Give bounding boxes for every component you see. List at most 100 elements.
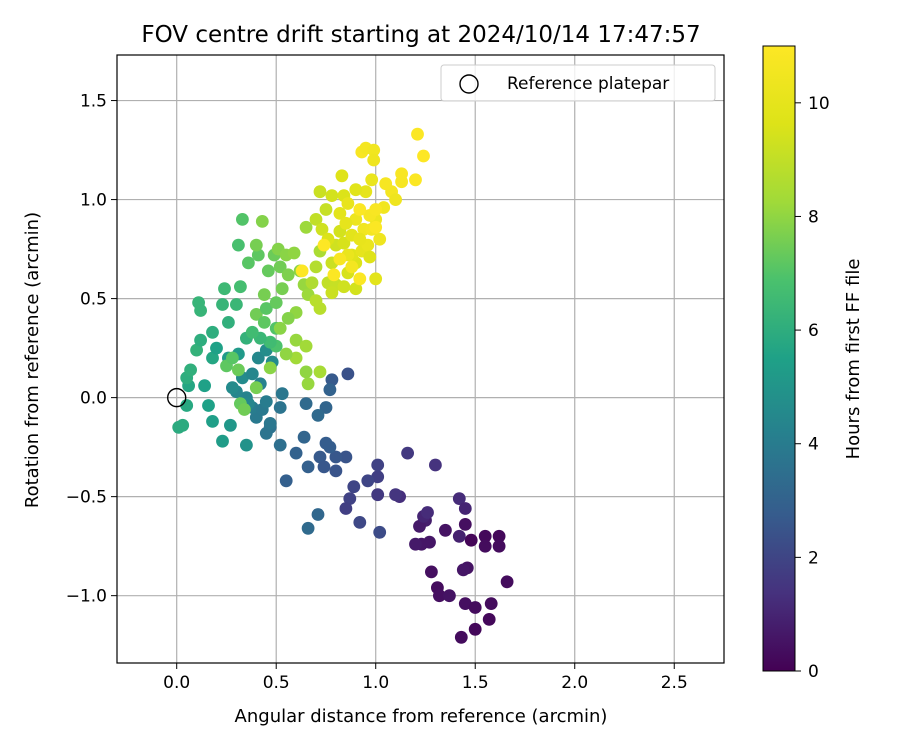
data-point <box>240 438 253 452</box>
legend-marker-reference <box>459 74 479 94</box>
data-point <box>172 420 186 434</box>
data-point <box>353 516 367 529</box>
data-point <box>395 167 408 181</box>
data-point <box>275 282 289 296</box>
data-point <box>464 533 478 547</box>
data-point <box>443 589 456 603</box>
data-point <box>301 377 315 391</box>
data-point <box>335 169 349 183</box>
legend-box <box>440 64 716 102</box>
data-point <box>371 470 385 484</box>
data-point <box>369 203 383 216</box>
data-point <box>198 379 212 393</box>
x-tick-label: 1.0 <box>362 673 389 693</box>
data-point <box>347 480 361 494</box>
data-point <box>327 268 341 282</box>
data-point <box>301 460 315 474</box>
data-point <box>333 252 347 266</box>
data-point <box>224 418 237 432</box>
data-point <box>337 280 351 294</box>
x-axis-ticks: 0.0 0.5 1.0 1.5 2.0 2.5 <box>163 663 688 693</box>
data-point <box>339 502 353 515</box>
legend-label-reference: Reference platepar <box>507 74 669 94</box>
data-point <box>401 446 414 460</box>
data-point <box>371 458 385 472</box>
data-point <box>482 613 496 626</box>
data-point <box>353 272 367 286</box>
data-point <box>454 630 468 644</box>
data-point <box>230 298 243 311</box>
data-point <box>323 383 337 397</box>
data-point <box>468 622 482 636</box>
data-point <box>299 365 313 379</box>
data-point <box>500 575 514 589</box>
reference-platepar-marker <box>167 387 187 408</box>
data-point <box>341 367 355 381</box>
data-point <box>478 539 492 553</box>
y-tick-label: 1.5 <box>80 92 107 112</box>
data-point <box>452 492 466 505</box>
legend: Reference platepar <box>440 64 716 102</box>
data-point <box>273 321 287 335</box>
data-point <box>281 268 295 282</box>
x-tick-label: 0.5 <box>263 673 290 693</box>
colorbar-label: Hours from first FF file <box>843 259 864 460</box>
data-point <box>371 488 385 502</box>
data-point <box>245 325 259 339</box>
data-point <box>232 238 245 252</box>
data-point <box>353 232 367 246</box>
data-point <box>232 363 245 377</box>
data-point <box>409 173 422 187</box>
data-point <box>341 197 355 210</box>
data-point <box>421 506 434 519</box>
data-point <box>273 438 287 452</box>
data-point <box>319 203 333 216</box>
colorbar-tick-label: 10 <box>808 94 830 114</box>
data-point <box>323 440 337 454</box>
data-point <box>309 213 323 226</box>
data-point <box>484 597 498 610</box>
data-point <box>226 351 239 365</box>
data-point <box>242 256 255 270</box>
data-point <box>345 260 359 274</box>
data-point <box>210 341 223 355</box>
data-point <box>269 296 283 309</box>
data-point <box>389 193 402 207</box>
data-point <box>367 153 381 167</box>
data-point <box>349 213 363 226</box>
data-point <box>369 272 383 286</box>
data-point <box>365 173 379 187</box>
data-point <box>251 351 265 365</box>
data-point <box>329 450 343 464</box>
y-tick-label: −0.5 <box>66 488 107 508</box>
data-point <box>216 434 229 448</box>
data-point <box>339 450 353 464</box>
data-point <box>325 286 339 300</box>
data-point <box>299 339 313 353</box>
data-point <box>309 260 323 274</box>
data-point <box>289 333 303 347</box>
data-point <box>275 387 289 401</box>
colorbar-tick-label: 4 <box>808 435 819 455</box>
data-point <box>478 529 492 543</box>
data-point <box>238 403 251 416</box>
data-point <box>273 401 287 414</box>
x-axis-label: Angular distance from reference (arcmin) <box>235 706 608 727</box>
data-point <box>458 597 472 610</box>
data-point <box>206 415 219 428</box>
data-point <box>273 260 287 274</box>
data-point <box>369 220 383 234</box>
data-point <box>190 343 204 357</box>
y-tick-label: −1.0 <box>66 587 107 607</box>
data-point <box>349 282 363 296</box>
data-point <box>456 563 470 577</box>
data-point <box>325 373 339 387</box>
data-point <box>389 488 402 502</box>
data-point <box>257 288 271 301</box>
colorbar-tick-label: 8 <box>808 207 819 227</box>
data-point <box>317 460 331 474</box>
data-point <box>492 529 506 543</box>
data-point <box>206 325 219 339</box>
data-point <box>423 535 436 549</box>
x-tick-label: 2.0 <box>561 673 588 693</box>
